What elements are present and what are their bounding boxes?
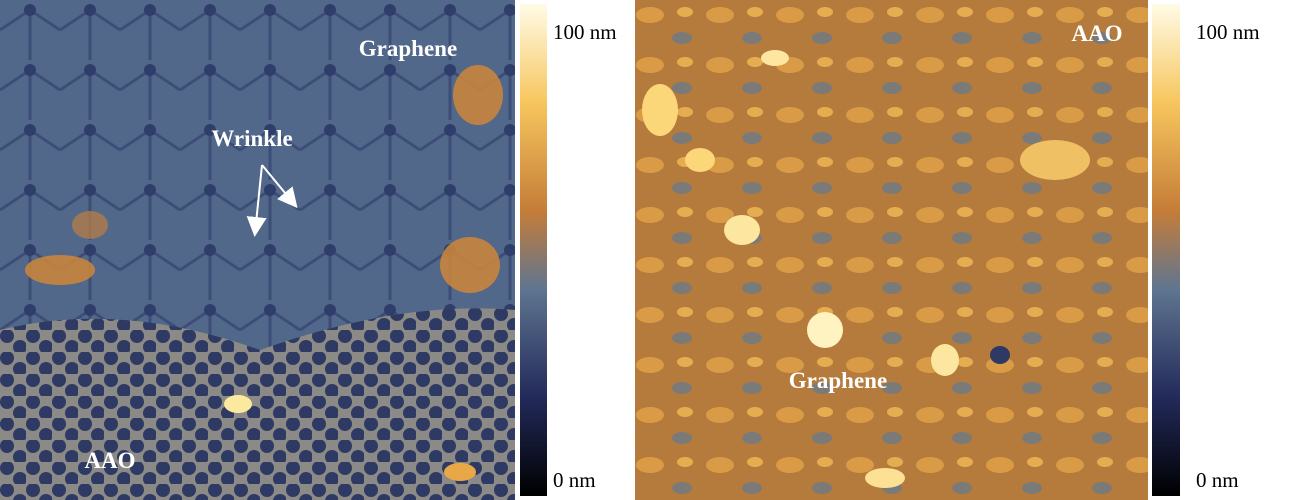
region-label: AAO xyxy=(1071,21,1122,46)
arrow xyxy=(261,164,298,209)
colorbar xyxy=(1152,4,1180,496)
arrow xyxy=(246,164,267,237)
region-label: Graphene xyxy=(789,368,887,393)
region-label: Wrinkle xyxy=(211,126,292,151)
colorbar-label: 0 nm xyxy=(553,468,596,492)
afm-image xyxy=(0,0,515,500)
colorbar xyxy=(520,4,547,496)
afm-image xyxy=(635,0,1148,500)
colorbar-label: 100 nm xyxy=(1196,20,1260,44)
region-label: AAO xyxy=(84,448,135,473)
region-label: Graphene xyxy=(359,36,457,61)
colorbar-label: 100 nm xyxy=(553,20,617,44)
colorbar-label: 0 nm xyxy=(1196,468,1239,492)
